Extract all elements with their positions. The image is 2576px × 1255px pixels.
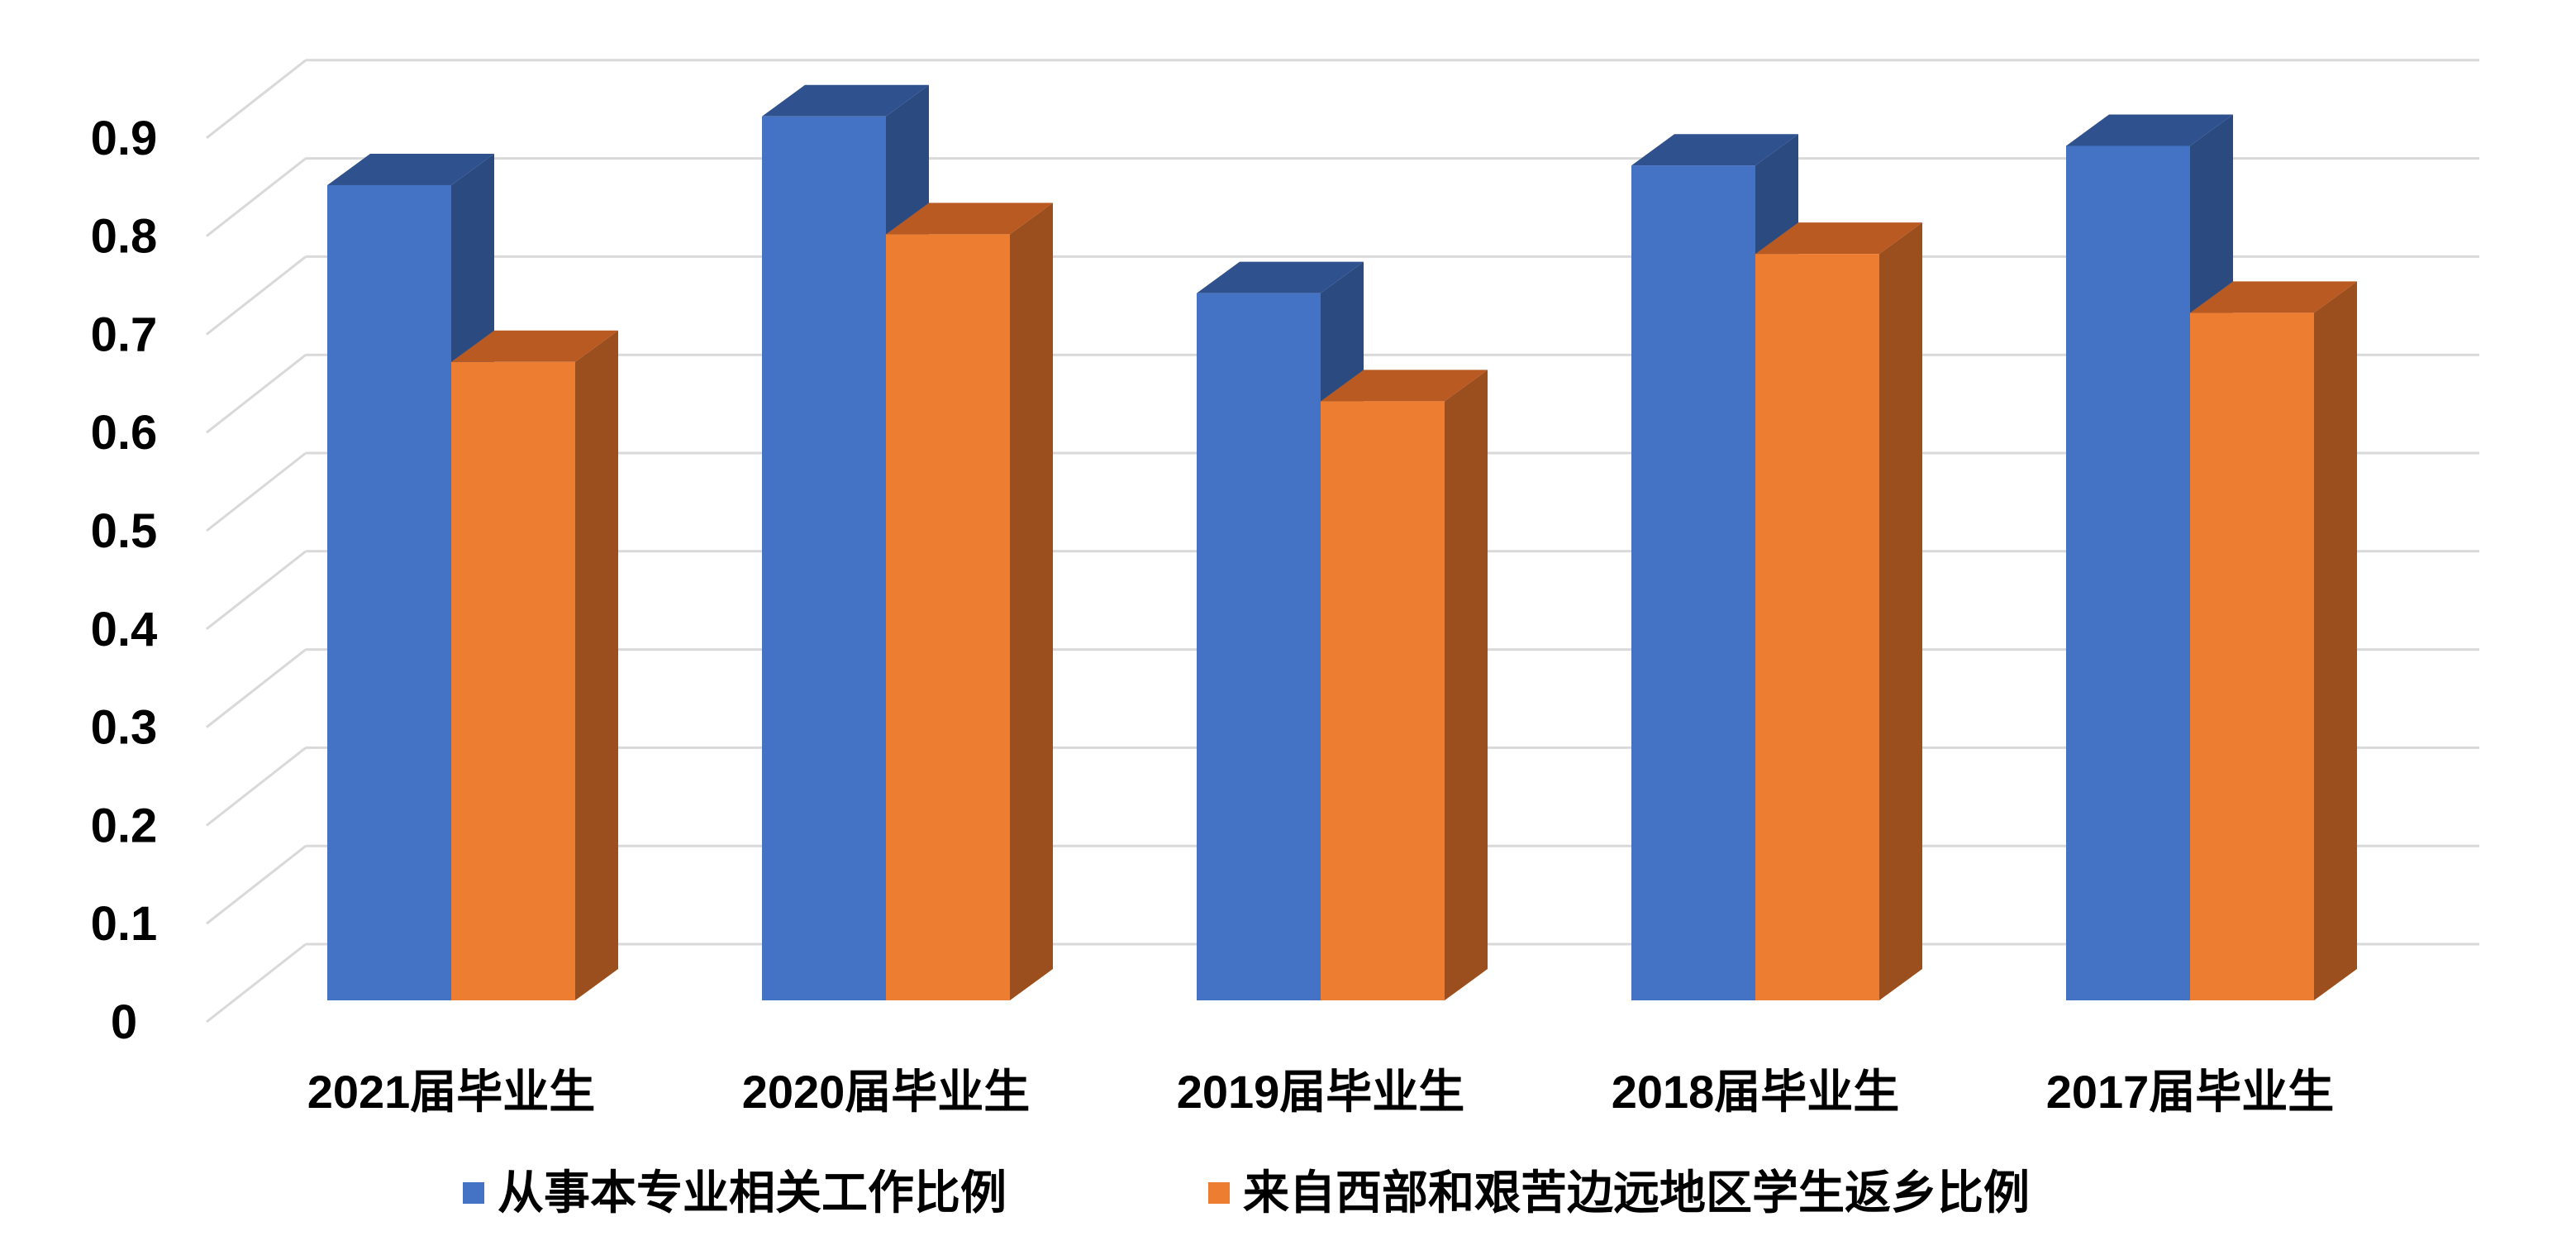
y-tick-label: 0.1 (91, 897, 158, 951)
bar-series-2-0 (451, 330, 618, 1000)
bar-side (1879, 222, 1922, 1000)
bar-top (327, 153, 494, 185)
gridline-diagonal (206, 845, 307, 925)
bar-series-2-1 (886, 203, 1053, 1001)
legend-swatch-series-1 (463, 1182, 484, 1204)
legend: 从事本专业相关工作比例 来自西部和艰苦边远地区学生返乡比例 (463, 1167, 2030, 1219)
bar-front (762, 116, 886, 1000)
x-tick-label: 2017届毕业生 (2046, 1066, 2335, 1118)
gridline-diagonal (206, 550, 307, 630)
bar-front (1755, 254, 1879, 1000)
y-tick-label: 0.7 (91, 308, 158, 361)
bar-front (2066, 146, 2190, 1001)
bar-top (1631, 134, 1798, 166)
bar-side (1445, 370, 1488, 1000)
bar-top (1197, 261, 1364, 293)
bar-side (1010, 203, 1053, 1001)
bar-top (1755, 222, 1922, 255)
bar-front (327, 184, 451, 1000)
bar-top (762, 84, 929, 117)
y-tick-label: 0.2 (91, 799, 158, 852)
gridline-diagonal (206, 942, 307, 1024)
x-tick-label: 2020届毕业生 (742, 1066, 1031, 1118)
y-tick-label: 0.8 (91, 210, 158, 264)
legend-label-series-1: 从事本专业相关工作比例 (498, 1167, 1007, 1219)
bars (327, 84, 2357, 1001)
gridline-diagonal (206, 648, 307, 728)
legend-swatch-series-2 (1208, 1182, 1230, 1204)
bar-front (1197, 293, 1321, 1000)
bar-front (1321, 401, 1445, 1000)
gridline-diagonal (206, 747, 307, 827)
y-tick-label: 0.4 (91, 603, 158, 656)
bar-side (2314, 281, 2357, 1000)
y-tick-label: 0.9 (91, 112, 158, 165)
bar-top (2190, 281, 2357, 313)
gridline-diagonal (206, 255, 307, 336)
bar-top (2066, 114, 2233, 146)
x-axis-labels: 2021届毕业生 2020届毕业生 2019届毕业生 2018届毕业生 2017届毕业生 (307, 1066, 2335, 1118)
y-tick-label: 0.5 (91, 504, 158, 558)
bar-top (451, 330, 618, 362)
bar-series-2-3 (1755, 222, 1922, 1000)
x-tick-label: 2018届毕业生 (1612, 1066, 1900, 1118)
x-tick-label: 2019届毕业生 (1177, 1066, 1465, 1118)
bar-top (886, 203, 1053, 235)
y-axis-labels: 0 0.1 0.2 0.3 0.4 0.5 0.6 0.7 0.8 0.9 (91, 112, 158, 1049)
gridline-diagonal (206, 59, 307, 139)
bar-top (1321, 370, 1488, 402)
y-tick-label: 0.3 (91, 701, 158, 755)
y-tick-label: 0 (111, 995, 137, 1049)
legend-label-series-2: 来自西部和艰苦边远地区学生返乡比例 (1243, 1167, 2030, 1219)
bar-front (2190, 313, 2314, 1000)
bar-front (1631, 165, 1755, 1000)
bar-front (451, 361, 575, 1000)
bar-front (886, 234, 1010, 1000)
y-tick-label: 0.6 (91, 406, 158, 460)
x-tick-label: 2021届毕业生 (307, 1066, 596, 1118)
gridline-diagonal (206, 451, 307, 532)
bar-side (575, 330, 618, 1000)
gridline-diagonal (206, 354, 307, 434)
gridline-diagonal (206, 157, 307, 237)
bar-series-2-2 (1321, 370, 1488, 1000)
bar-series-2-4 (2190, 281, 2357, 1000)
